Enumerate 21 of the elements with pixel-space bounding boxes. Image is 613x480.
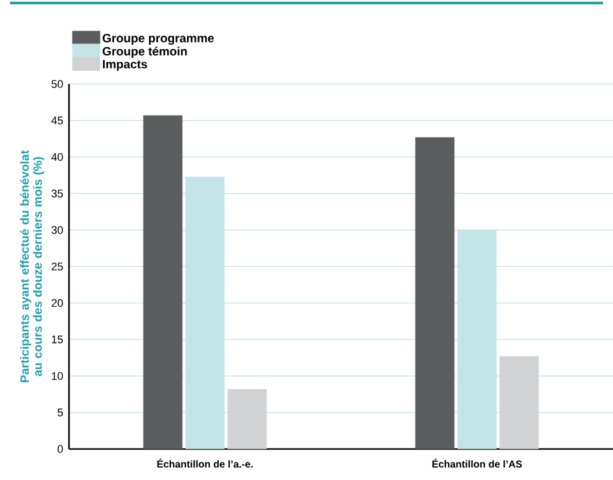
y-tick-label: 5	[58, 408, 63, 416]
y-axis-title: Participants ayant effectué du bénévolat au cours des douze derniers mois (%)	[20, 150, 44, 382]
y-tick-label: 10	[52, 372, 63, 380]
legend-label: Groupe témoin	[102, 46, 187, 58]
y-tick-label: 0	[58, 445, 63, 453]
y-tick-label: 20	[52, 299, 63, 307]
legend-label: Impacts	[103, 60, 148, 71]
y-tick-label: 45	[51, 116, 63, 124]
bar	[143, 115, 182, 449]
bar	[228, 389, 267, 449]
x-tick-label: Échantillon de l’a.-e.	[157, 458, 253, 468]
bar	[500, 356, 539, 449]
x-tick-label: Échantillon de l’AS	[432, 458, 522, 468]
y-tick-label: 50	[52, 80, 63, 88]
y-tick-label: 30	[52, 226, 63, 234]
y-tick-label: 15	[52, 336, 63, 344]
legend-label: Groupe programme	[102, 34, 214, 45]
y-tick-label: 25	[52, 262, 63, 270]
bar	[415, 137, 454, 449]
y-tick-label: 40	[51, 153, 63, 161]
y-tick-label: 35	[52, 190, 63, 198]
